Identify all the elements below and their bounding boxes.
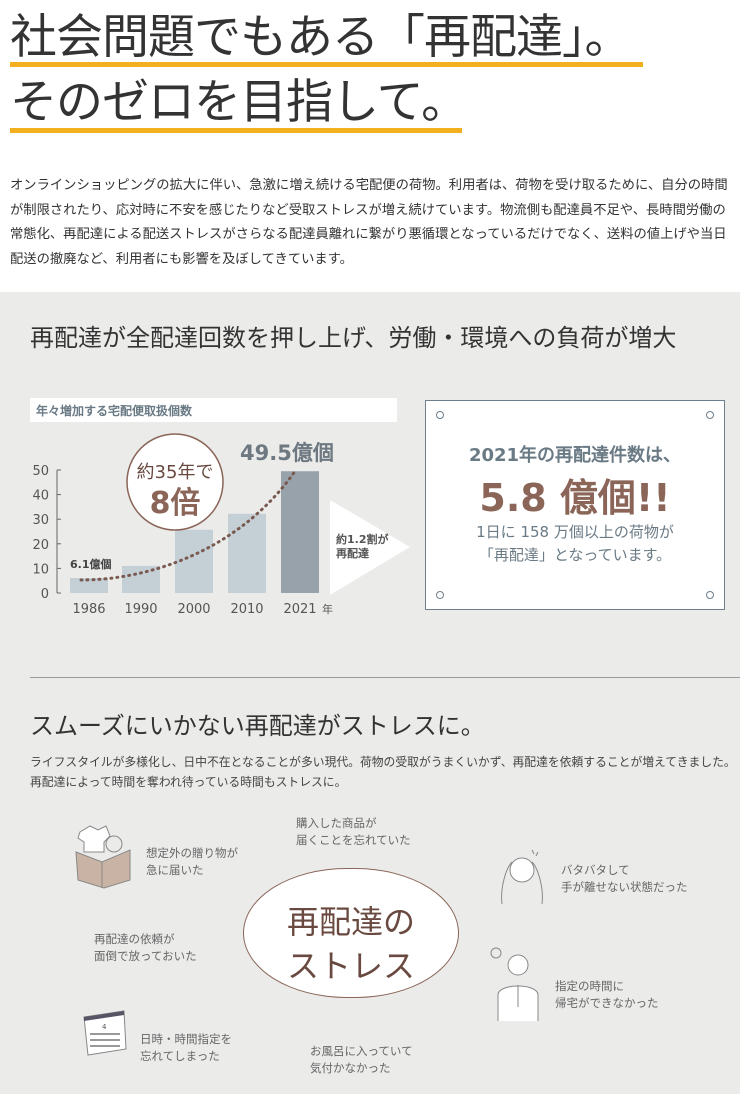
x-unit: 年 [322,602,333,616]
section2-heading: スムーズにいかない再配達がストレスに。 [30,712,485,740]
page-title-line1: 社会問題でもある「再配達」。 [10,10,631,65]
bar-1986 [70,577,108,593]
corner-dot [436,411,444,419]
y-tick-label: 30 [32,513,49,528]
worried-person-icon [490,947,539,1021]
svg-text:4: 4 [102,1023,107,1031]
arrow-label: 再配達 [336,546,369,560]
bar-2021 [281,471,319,593]
box-line4: 「再配達」となっています。 [478,546,672,564]
intro-text: オンラインショッピングの拡大に伴い、急激に増え続ける宅配便の荷物。利用者は、荷物… [10,178,728,267]
body-line: 再配達によって時間を奪われ待っている時間もストレスに。 [30,775,347,789]
trend-line [79,469,297,582]
stress-item: 再配達の依頼が 面倒で放っておいた [94,932,197,963]
callout-line2: 8倍 [150,486,201,521]
y-tick-label: 20 [32,538,49,553]
corner-dot [706,411,714,419]
y-tick-label: 10 [32,562,49,577]
x-tick-label: 1986 [72,602,105,617]
y-tick-label: 0 [41,587,49,602]
box-icon [75,825,131,889]
stress-center-bubble: 再配達の ストレス [243,868,459,998]
redelivery-count-box: 2021年の再配達件数は、 5.8 億個!! 1日に 158 万個以上の荷物が … [425,400,725,610]
stress-item: 購入した商品が 届くことを忘れていた [296,816,411,847]
calendar-icon: 4 [83,1010,127,1056]
title-underline [10,128,462,133]
page-title-line2: そのゼロを目指して。 [10,75,468,130]
callout-circle [126,433,224,531]
center-line1: 再配達の [286,903,415,941]
busy-person-icon [501,849,543,905]
box-line2: 5.8 億個!! [479,476,671,520]
x-tick-label: 2021 [283,602,316,617]
body-line: ライフスタイルが多様化し、日中不在となることが多い現代。荷物の受取がうまくいかず… [30,755,736,769]
stress-item: お風呂に入っていて 気付かなかった [310,1044,413,1075]
corner-dot [706,591,714,599]
section1-heading: 再配達が全配達回数を押し上げ、労働・環境への負荷が増大 [30,324,677,352]
stress-item: バタバタして 手が離せない状態だった [561,863,688,894]
corner-dot [436,591,444,599]
stress-item: 想定外の贈り物が 急に届いた [146,846,238,877]
chart-title: 年々増加する宅配便取扱個数 [30,398,397,422]
y-tick-label: 40 [32,489,49,504]
arrow-label: 約1.2割が [336,532,389,546]
x-tick-label: 1990 [124,602,157,617]
arrow-shape [330,500,410,595]
stress-item: 指定の時間に 帰宅ができなかった [555,979,659,1010]
data-label: 49.5億個 [240,441,334,465]
callout-line1: 約35年で [137,462,214,483]
box-line1: 2021年の再配達件数は、 [468,445,682,466]
x-tick-label: 2010 [230,602,263,617]
data-label: 6.1億個 [70,557,112,571]
y-tick-label: 50 [32,464,49,479]
center-line2: ストレス [286,947,415,985]
title-underline [10,62,643,67]
stress-item: 日時・時間指定を 忘れてしまった [140,1032,232,1063]
bar-2010 [228,513,266,593]
box-line3: 1日に 158 万個以上の荷物が [476,523,674,541]
section2-body: ライフスタイルが多様化し、日中不在となることが多い現代。荷物の受取がうまくいかず… [30,752,740,792]
x-tick-label: 2000 [177,602,210,617]
divider [30,677,740,678]
